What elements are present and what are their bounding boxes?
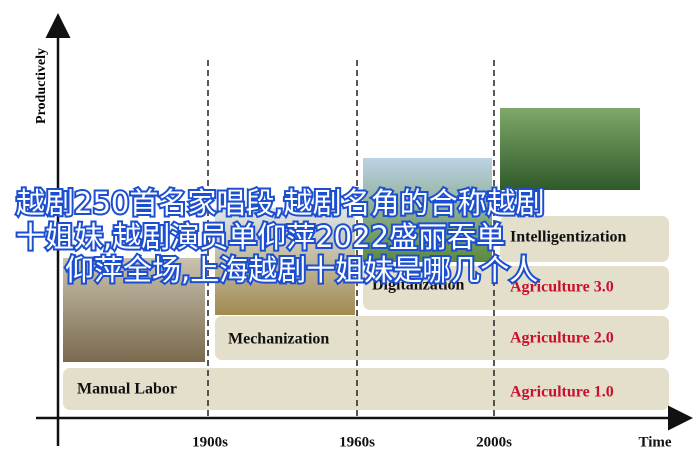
stage-label: Digitalization [372,277,465,294]
stage-label: Mechanization [228,331,329,348]
x-tick-label: 1900s [192,434,228,450]
stage-box [498,214,671,264]
stairs [61,214,671,412]
stage-box [213,314,671,362]
photo [215,208,355,315]
photo [363,158,492,262]
x-tick-label: 1960s [339,434,375,450]
x-tick-label: Time [638,434,671,450]
overlay-text: 越剧250首名家唱段,越剧名角的合称越剧 [16,186,545,220]
agriculture-label: Agriculture 2.0 [510,330,614,347]
y-axis-label: Productively [34,48,49,124]
photo [500,108,640,190]
stage-label: Intelligentization [510,229,627,246]
stage-label: Manual Labor [77,381,177,398]
stage-box [61,366,671,412]
agriculture-label: Agriculture 1.0 [510,384,614,401]
stage-box [361,264,671,312]
x-tick-label: 2000s [476,434,512,450]
overlay-text: 十姐妹,越剧演员单仰萍2022盛丽吞单 [16,220,505,254]
agriculture-label: Agriculture 3.0 [510,279,614,296]
overlay-text: 仰萍全场,上海越剧十姐妹是哪几个人 [65,253,538,287]
photo [63,258,205,362]
